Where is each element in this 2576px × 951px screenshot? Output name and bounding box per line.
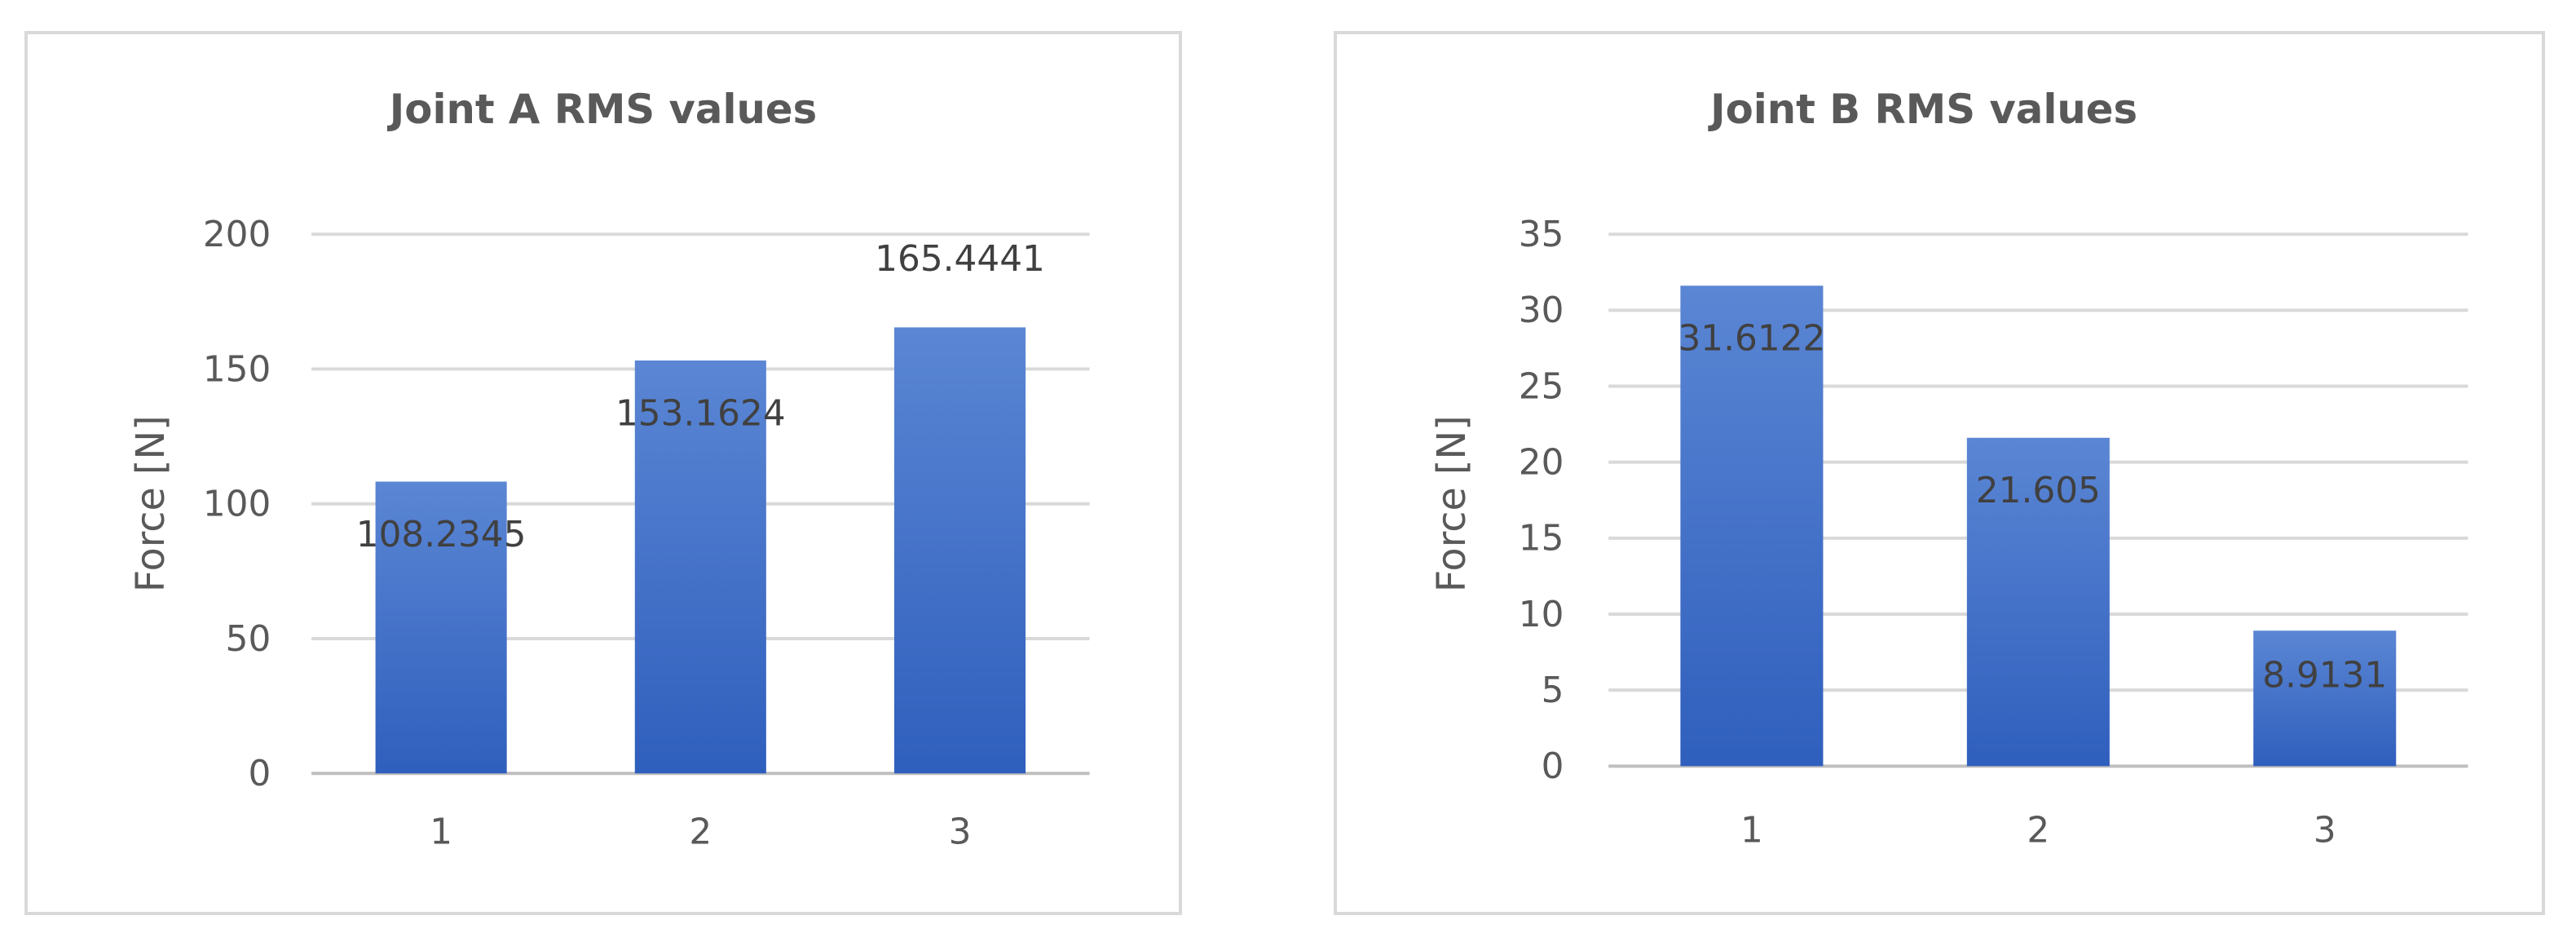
chart-joint-b: Joint B RMS values Force [N] 0 5 10 15 20 25 3…: [1430, 86, 2468, 851]
data-label: 31.6122: [1678, 318, 1825, 360]
bar: [634, 360, 766, 774]
data-label: 8.9131: [2262, 655, 2387, 697]
chart-panel-joint-a: Joint A RMS values Force [N] 0 50 100 150 20…: [24, 31, 1182, 915]
y-tick-label: 200: [203, 214, 271, 255]
y-tick-label: 5: [1542, 670, 1564, 711]
y-tick-label: 20: [1519, 442, 1564, 484]
chart-title: Joint B RMS values: [1708, 86, 2137, 133]
bar: [1680, 285, 1824, 767]
y-tick-label: 150: [203, 348, 271, 390]
y-axis-label: Force [N]: [129, 415, 174, 592]
x-tick-label: 3: [949, 812, 972, 853]
bar: [1966, 437, 2110, 767]
bar: [893, 327, 1026, 774]
y-tick-label: 0: [1542, 745, 1564, 787]
bar: [2253, 630, 2397, 767]
data-label: 153.1624: [615, 392, 786, 434]
y-tick-label: 10: [1519, 594, 1564, 635]
chart-title: Joint A RMS values: [387, 86, 817, 133]
y-tick-label: 30: [1519, 290, 1564, 331]
y-tick-label: 35: [1519, 214, 1564, 255]
x-tick-label: 3: [2314, 810, 2336, 851]
data-label: 21.605: [1976, 470, 2101, 511]
y-axis-label: Force [N]: [1430, 415, 1475, 592]
y-tick-label: 50: [226, 618, 271, 660]
chart-joint-a: Joint A RMS values Force [N] 0 50 100 150 20…: [129, 86, 1090, 853]
x-tick-label: 2: [689, 812, 712, 853]
data-label: 108.2345: [356, 514, 527, 555]
x-tick-label: 2: [2027, 810, 2049, 851]
chart-panel-joint-b: Joint B RMS values Force [N] 0 5 10 15 20 25 3…: [1334, 31, 2545, 915]
data-label: 165.4441: [875, 238, 1045, 280]
y-tick-label: 0: [248, 753, 271, 794]
y-tick-label: 100: [203, 484, 271, 525]
bar: [375, 481, 507, 774]
y-tick-label: 15: [1519, 518, 1564, 560]
x-tick-label: 1: [430, 812, 452, 853]
x-tick-label: 1: [1740, 810, 1763, 851]
y-tick-label: 25: [1519, 365, 1564, 407]
